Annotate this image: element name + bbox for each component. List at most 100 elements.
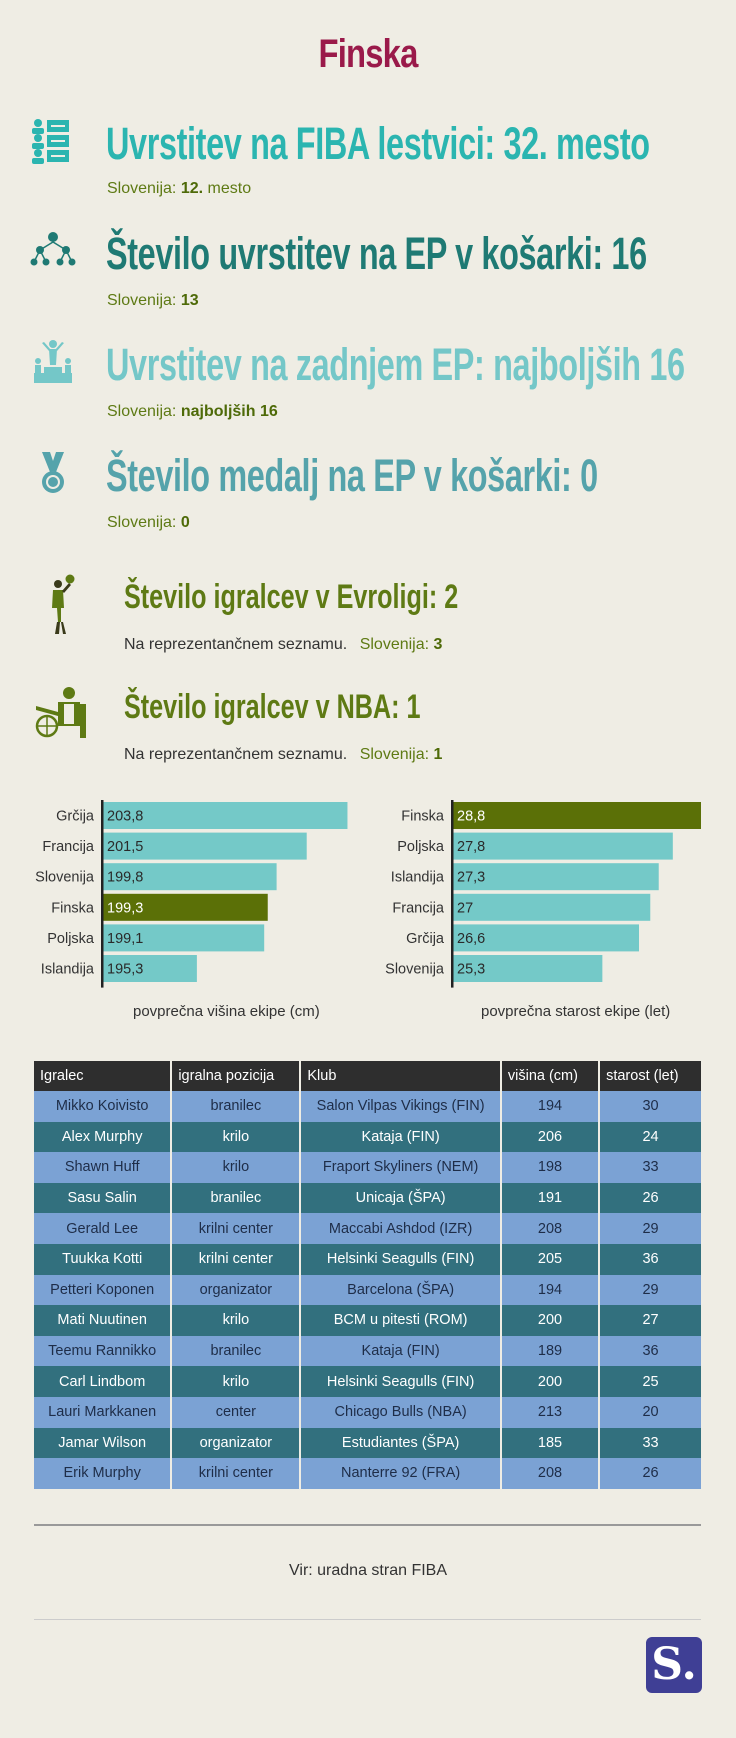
stat-text: Uvrstitev na zadnjem EP: najboljših 16: [106, 339, 685, 390]
bar-islandija: [453, 863, 659, 891]
table-cell: Mikko Koivisto: [34, 1091, 173, 1122]
category-label: Poljska: [47, 931, 95, 947]
table-cell: organizator: [171, 1274, 302, 1306]
bar-grčija: [453, 924, 639, 952]
table-cell: Nanterre 92 (FRA): [300, 1458, 502, 1489]
height-chart-title: povprečna višina ekipe (cm): [133, 1003, 320, 1020]
table-cell: branilec: [171, 1182, 302, 1214]
value-label: 27: [457, 900, 473, 916]
slovenia-value: 1: [433, 746, 443, 763]
table-cell: organizator: [171, 1427, 302, 1459]
podium-icon: [34, 340, 72, 383]
bar-slovenija: [103, 863, 277, 891]
stat-slovenia: Slovenija: 13: [107, 292, 199, 310]
table-cell: 24: [599, 1121, 701, 1153]
table-row: Erik Murphy krilni center Nanterre 92 (FRA…: [34, 1458, 701, 1489]
table-cell: 194: [500, 1274, 601, 1306]
table-cell: BCM u pitesti (ROM): [300, 1305, 502, 1336]
table-cell: 36: [599, 1243, 701, 1275]
basketball-player-icon: [52, 574, 75, 634]
table-cell: Alex Murphy: [34, 1121, 173, 1153]
value-label: 199,1: [107, 931, 143, 947]
table-cell: 29: [599, 1213, 701, 1244]
stat-note: Na reprezentančnem seznamu. Slovenija: 3: [124, 636, 442, 654]
table-cell: 200: [500, 1305, 601, 1336]
table-body: Mikko Koivisto branilec Salon Vilpas Vikin…: [34, 1091, 701, 1489]
category-label: Grčija: [56, 809, 95, 825]
table-cell: Maccabi Ashdod (IZR): [300, 1213, 502, 1244]
slovenia-label: Slovenija:: [359, 636, 430, 653]
category-label: Slovenija: [385, 962, 445, 978]
column-header: Igralec: [34, 1061, 173, 1091]
table-cell: Helsinki Seagulls (FIN): [300, 1243, 502, 1275]
value-label: 27,8: [457, 839, 485, 855]
table-cell: 194: [500, 1091, 601, 1122]
stat-slovenia: Slovenija: 12. mesto: [107, 180, 251, 198]
siol-logo: S.: [646, 1637, 702, 1693]
stat-text: Število medalj na EP v košarki: 0: [106, 450, 598, 501]
table-cell: Barcelona (ŠPA): [300, 1274, 502, 1306]
value-label: 201,5: [107, 839, 143, 855]
table-cell: krilni center: [171, 1243, 302, 1275]
category-label: Finska: [51, 900, 95, 916]
table-cell: 29: [599, 1274, 701, 1306]
y-axis-line: [451, 800, 454, 988]
table-cell: 33: [599, 1427, 701, 1459]
value-label: 195,3: [107, 962, 143, 978]
table-cell: 200: [500, 1366, 601, 1397]
table-cell: krilo: [171, 1121, 302, 1153]
table-cell: Chicago Bulls (NBA): [300, 1396, 502, 1428]
value-label: 28,8: [457, 809, 485, 825]
table-cell: 208: [500, 1458, 601, 1489]
slovenia-value: 13: [180, 292, 199, 309]
table-cell: 198: [500, 1152, 601, 1183]
table-cell: 191: [500, 1182, 601, 1214]
slovenia-value: najboljših 16: [180, 403, 278, 420]
table-cell: Helsinki Seagulls (FIN): [300, 1366, 502, 1397]
table-cell: Petteri Koponen: [34, 1274, 173, 1306]
table-cell: 189: [500, 1335, 601, 1367]
table-cell: krilo: [171, 1152, 302, 1183]
bar-francija: [453, 893, 651, 921]
stat-text: Število igralcev v Evroligi: 2: [124, 578, 459, 616]
slovenia-value: 0: [180, 514, 190, 531]
table-cell: 20: [599, 1396, 701, 1428]
stat-text: Uvrstitev na FIBA lestvici: 32. mesto: [106, 118, 650, 169]
age-chart-svg: Finska 28,8 Poljska 27,8 Islandija 27,3 Franci…: [385, 800, 701, 988]
table-cell: Jamar Wilson: [34, 1427, 173, 1459]
table-cell: Kataja (FIN): [300, 1335, 502, 1367]
slovenia-value: 3: [433, 636, 443, 653]
table-cell: 36: [599, 1335, 701, 1367]
column-header: višina (cm): [500, 1061, 601, 1091]
table-cell: 27: [599, 1305, 701, 1336]
table-cell: 213: [500, 1396, 601, 1428]
stat-slovenia: Slovenija: 0: [107, 514, 190, 532]
table-row: Shawn Huff krilo Fraport Skyliners (NEM) 19…: [34, 1152, 701, 1183]
ranking-list-icon: [32, 119, 69, 164]
table-row: Teemu Rannikko branilec Kataja (FIN) 189 36: [34, 1335, 701, 1367]
table-cell: krilo: [171, 1305, 302, 1336]
table-cell: Mati Nuutinen: [34, 1305, 173, 1336]
value-label: 203,8: [107, 809, 143, 825]
category-label: Francija: [42, 839, 95, 855]
table-row: Mikko Koivisto branilec Salon Vilpas Vikin…: [34, 1091, 701, 1122]
category-label: Grčija: [406, 931, 445, 947]
table-cell: Teemu Rannikko: [34, 1335, 173, 1367]
slovenia-suffix: mesto: [207, 180, 252, 197]
bar-finska: [103, 893, 268, 921]
table-cell: Unicaja (ŠPA): [300, 1182, 502, 1214]
table-row: Tuukka Kotti krilni center Helsinki Seagul…: [34, 1243, 701, 1275]
bar-grčija: [103, 802, 348, 829]
table-cell: center: [171, 1396, 302, 1428]
table-cell: Lauri Markkanen: [34, 1396, 173, 1428]
table-cell: krilni center: [171, 1213, 302, 1244]
table-cell: Fraport Skyliners (NEM): [300, 1152, 502, 1183]
page-title: Finska: [318, 32, 419, 76]
column-header: igralna pozicija: [171, 1061, 302, 1091]
stat-text: Število uvrstitev na EP v košarki: 16: [106, 228, 647, 279]
age-chart-title: povprečna starost ekipe (let): [481, 1003, 671, 1020]
table-cell: 26: [599, 1182, 701, 1214]
category-label: Poljska: [397, 839, 445, 855]
players-table: Igralec igralna pozicija Klub višina (cm) st…: [34, 1061, 701, 1489]
slovenia-label: Slovenija:: [107, 292, 177, 309]
